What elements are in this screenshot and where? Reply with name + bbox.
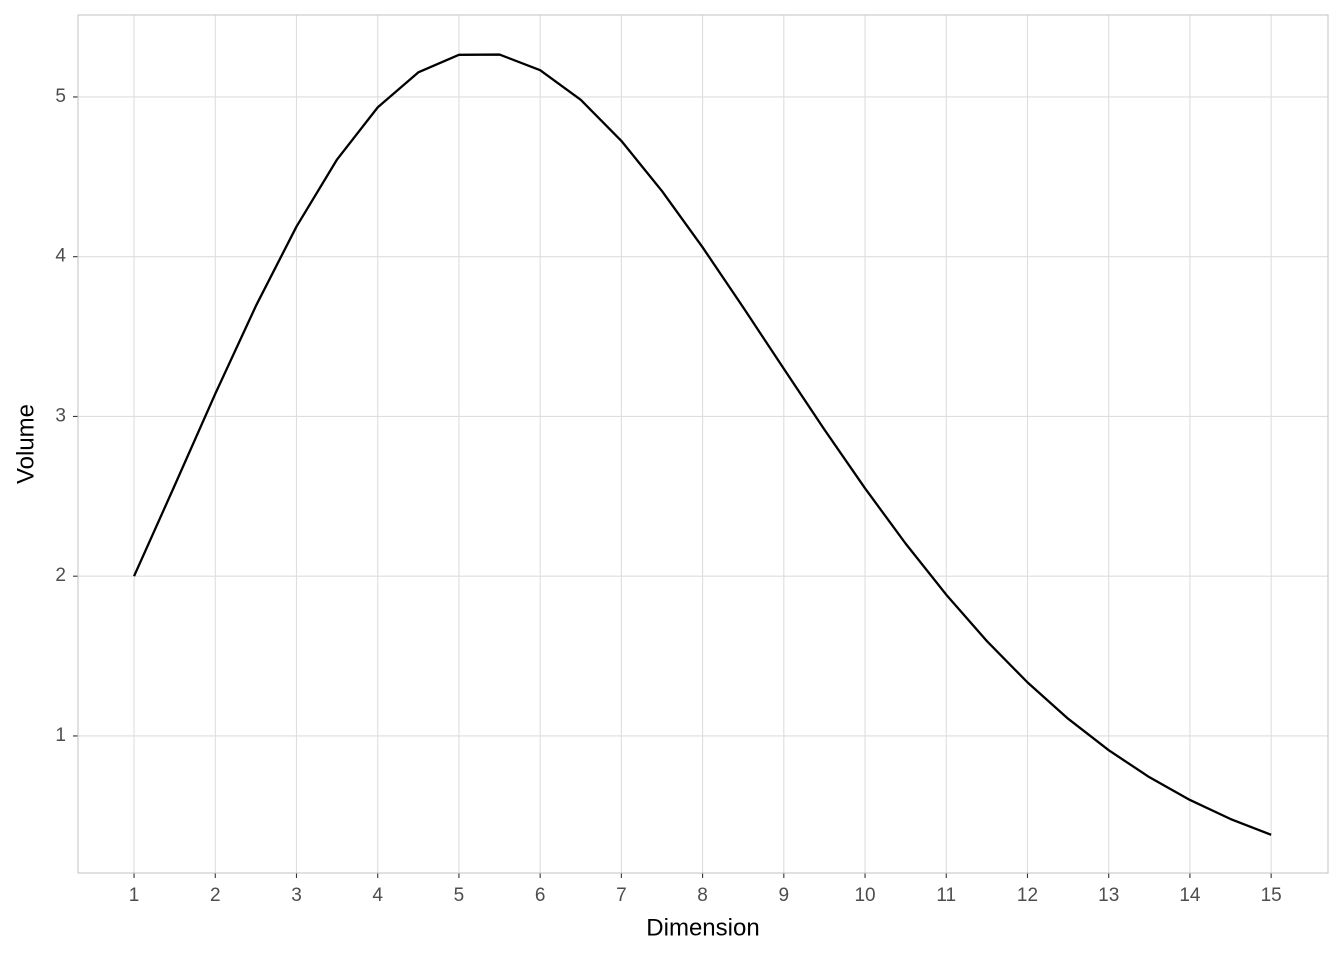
x-tick-label: 12: [1017, 885, 1038, 906]
x-tick-label: 13: [1098, 885, 1119, 906]
y-tick-label: 3: [55, 405, 66, 426]
x-tick-label: 6: [535, 885, 546, 906]
x-tick-label: 2: [210, 885, 221, 906]
x-tick-label: 7: [616, 885, 627, 906]
y-tick-label: 2: [55, 565, 66, 586]
x-tick-label: 15: [1261, 885, 1282, 906]
x-tick-label: 9: [779, 885, 790, 906]
y-tick-label: 4: [55, 246, 66, 267]
panel-border: [77, 14, 1329, 874]
x-tick-label: 4: [372, 885, 383, 906]
x-tick-label: 8: [697, 885, 708, 906]
x-tick-label: 10: [854, 885, 875, 906]
x-tick-label: 5: [454, 885, 465, 906]
x-tick-label: 14: [1179, 885, 1201, 906]
x-axis-title: Dimension: [646, 914, 759, 941]
x-tick-label: 1: [129, 885, 140, 906]
y-tick-label: 1: [55, 725, 66, 746]
x-tick-label: 3: [291, 885, 302, 906]
y-tick-label: 5: [55, 86, 66, 107]
y-axis-title: Volume: [12, 404, 39, 484]
line: [132, 53, 1272, 836]
x-tick-label: 11: [936, 885, 956, 906]
